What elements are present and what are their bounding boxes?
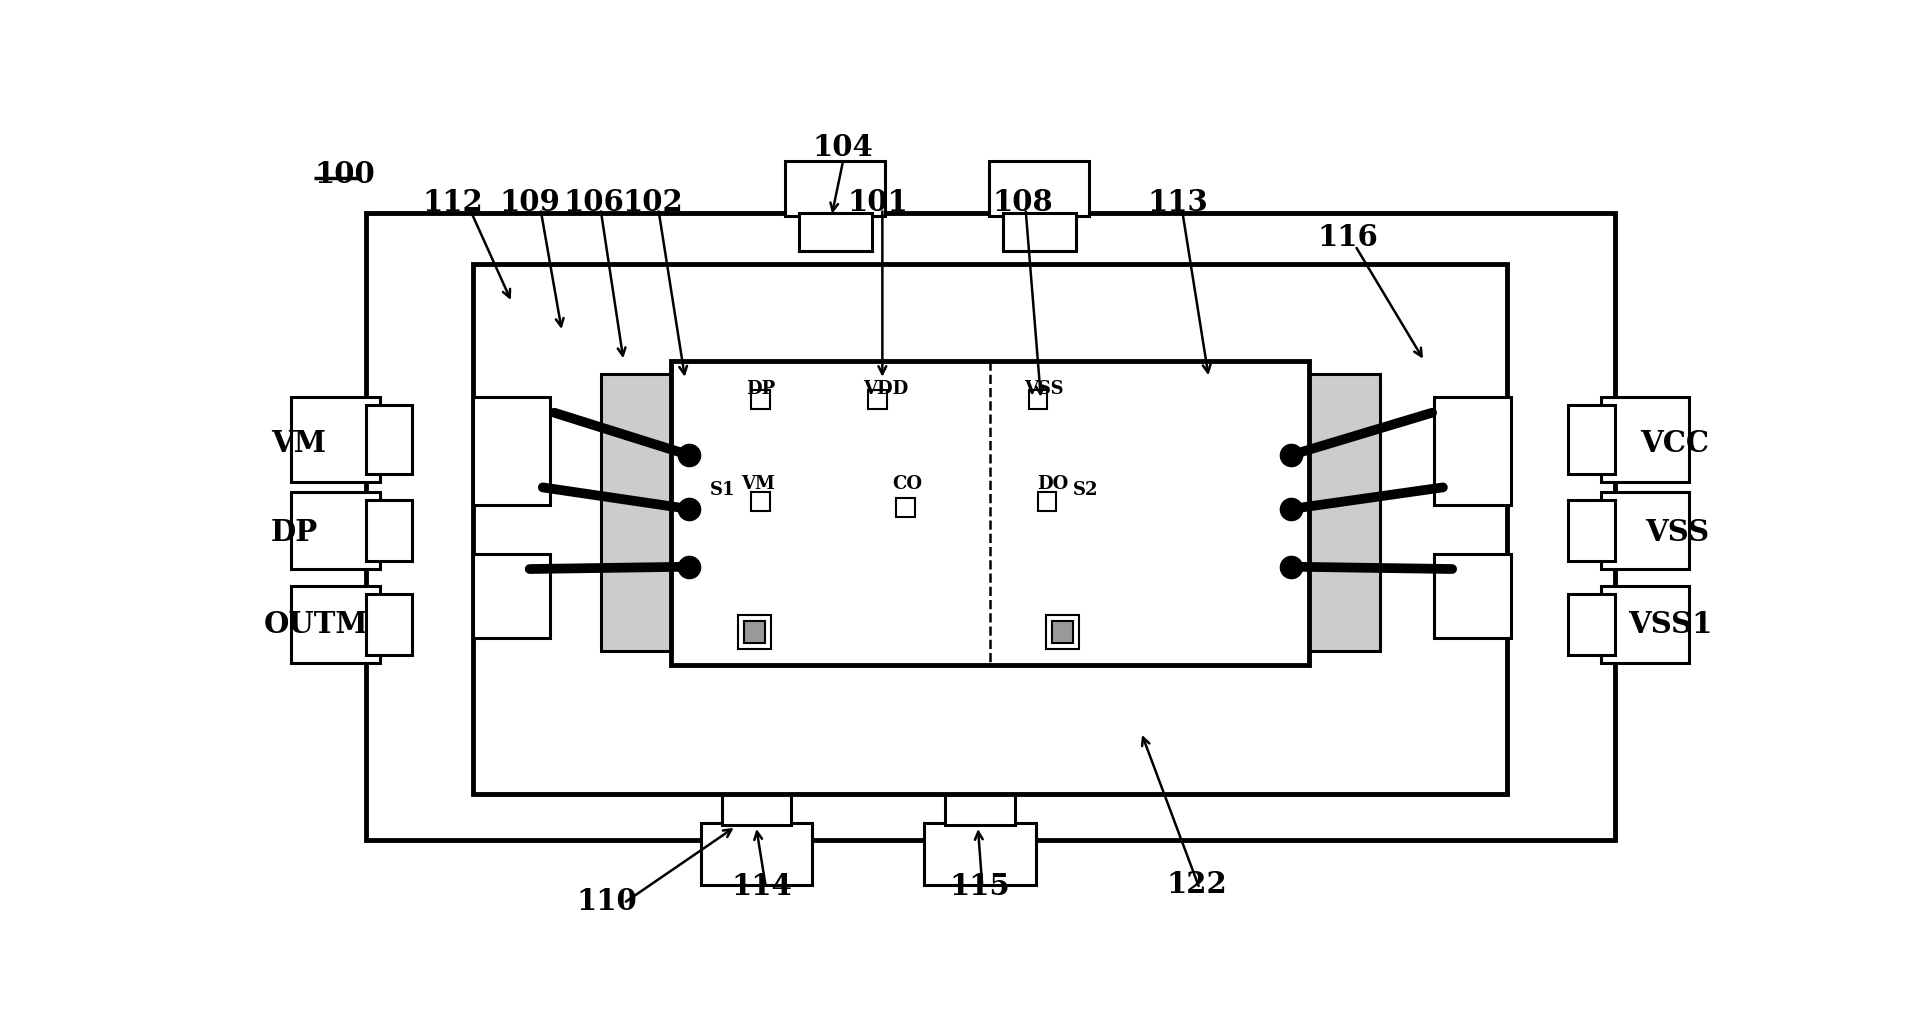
Bar (1569, 500, 1615, 561)
Text: DP: DP (270, 518, 319, 546)
Text: 114: 114 (732, 872, 792, 901)
Bar (784, 161, 885, 216)
Text: VSS1: VSS1 (1629, 609, 1712, 639)
Bar (473, 398, 551, 505)
Text: 102: 102 (622, 188, 684, 217)
Bar (1602, 586, 1689, 663)
Text: S2: S2 (1072, 481, 1099, 500)
Bar (292, 586, 379, 663)
Text: VM: VM (270, 429, 327, 458)
Bar (1602, 398, 1689, 482)
Bar (723, 786, 792, 824)
Bar (365, 500, 412, 561)
Bar (1569, 594, 1615, 655)
Bar (1569, 405, 1615, 474)
Text: 116: 116 (1318, 223, 1378, 252)
Text: VSS: VSS (1646, 518, 1710, 546)
Bar (601, 374, 922, 652)
Text: VSS: VSS (1024, 380, 1065, 398)
Text: 113: 113 (1148, 188, 1208, 217)
Text: CO: CO (893, 475, 922, 494)
Text: 101: 101 (848, 188, 908, 217)
Bar (365, 213, 1615, 840)
Text: VDD: VDD (864, 380, 908, 398)
Bar (1003, 213, 1076, 251)
Text: VCC: VCC (1640, 429, 1710, 458)
Bar (701, 823, 811, 884)
Bar (896, 498, 914, 516)
Bar (473, 264, 1507, 793)
Text: 112: 112 (423, 188, 483, 217)
Bar (869, 390, 887, 409)
Bar (1037, 492, 1057, 510)
Text: 108: 108 (993, 188, 1053, 217)
Text: OUTM: OUTM (263, 609, 367, 639)
Text: 106: 106 (564, 188, 624, 217)
Text: 110: 110 (576, 887, 638, 916)
Bar (800, 213, 871, 251)
Bar (752, 492, 771, 510)
Text: 115: 115 (949, 872, 1010, 901)
Bar (1434, 398, 1511, 505)
Bar (923, 823, 1036, 884)
Text: 104: 104 (813, 132, 873, 161)
Bar (365, 594, 412, 655)
Bar (672, 362, 1310, 665)
Bar (292, 492, 379, 569)
Bar (1051, 622, 1074, 643)
Bar (945, 786, 1014, 824)
Bar (292, 398, 379, 482)
Text: DP: DP (746, 380, 775, 398)
Bar (1059, 374, 1379, 652)
Bar (738, 616, 771, 649)
Bar (752, 390, 771, 409)
Text: 100: 100 (315, 160, 375, 189)
Bar (1434, 554, 1511, 638)
Bar (365, 405, 412, 474)
Text: 122: 122 (1167, 870, 1227, 899)
Bar (473, 554, 551, 638)
Bar (1045, 616, 1080, 649)
Bar (989, 161, 1090, 216)
Text: S1: S1 (709, 481, 734, 500)
Bar (744, 622, 765, 643)
Bar (1602, 492, 1689, 569)
Text: DO: DO (1037, 475, 1068, 494)
Text: VM: VM (742, 475, 775, 494)
Text: 109: 109 (498, 188, 560, 217)
Bar (1028, 390, 1047, 409)
